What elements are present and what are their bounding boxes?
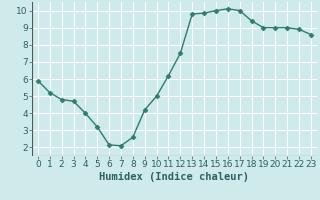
X-axis label: Humidex (Indice chaleur): Humidex (Indice chaleur)	[100, 172, 249, 182]
